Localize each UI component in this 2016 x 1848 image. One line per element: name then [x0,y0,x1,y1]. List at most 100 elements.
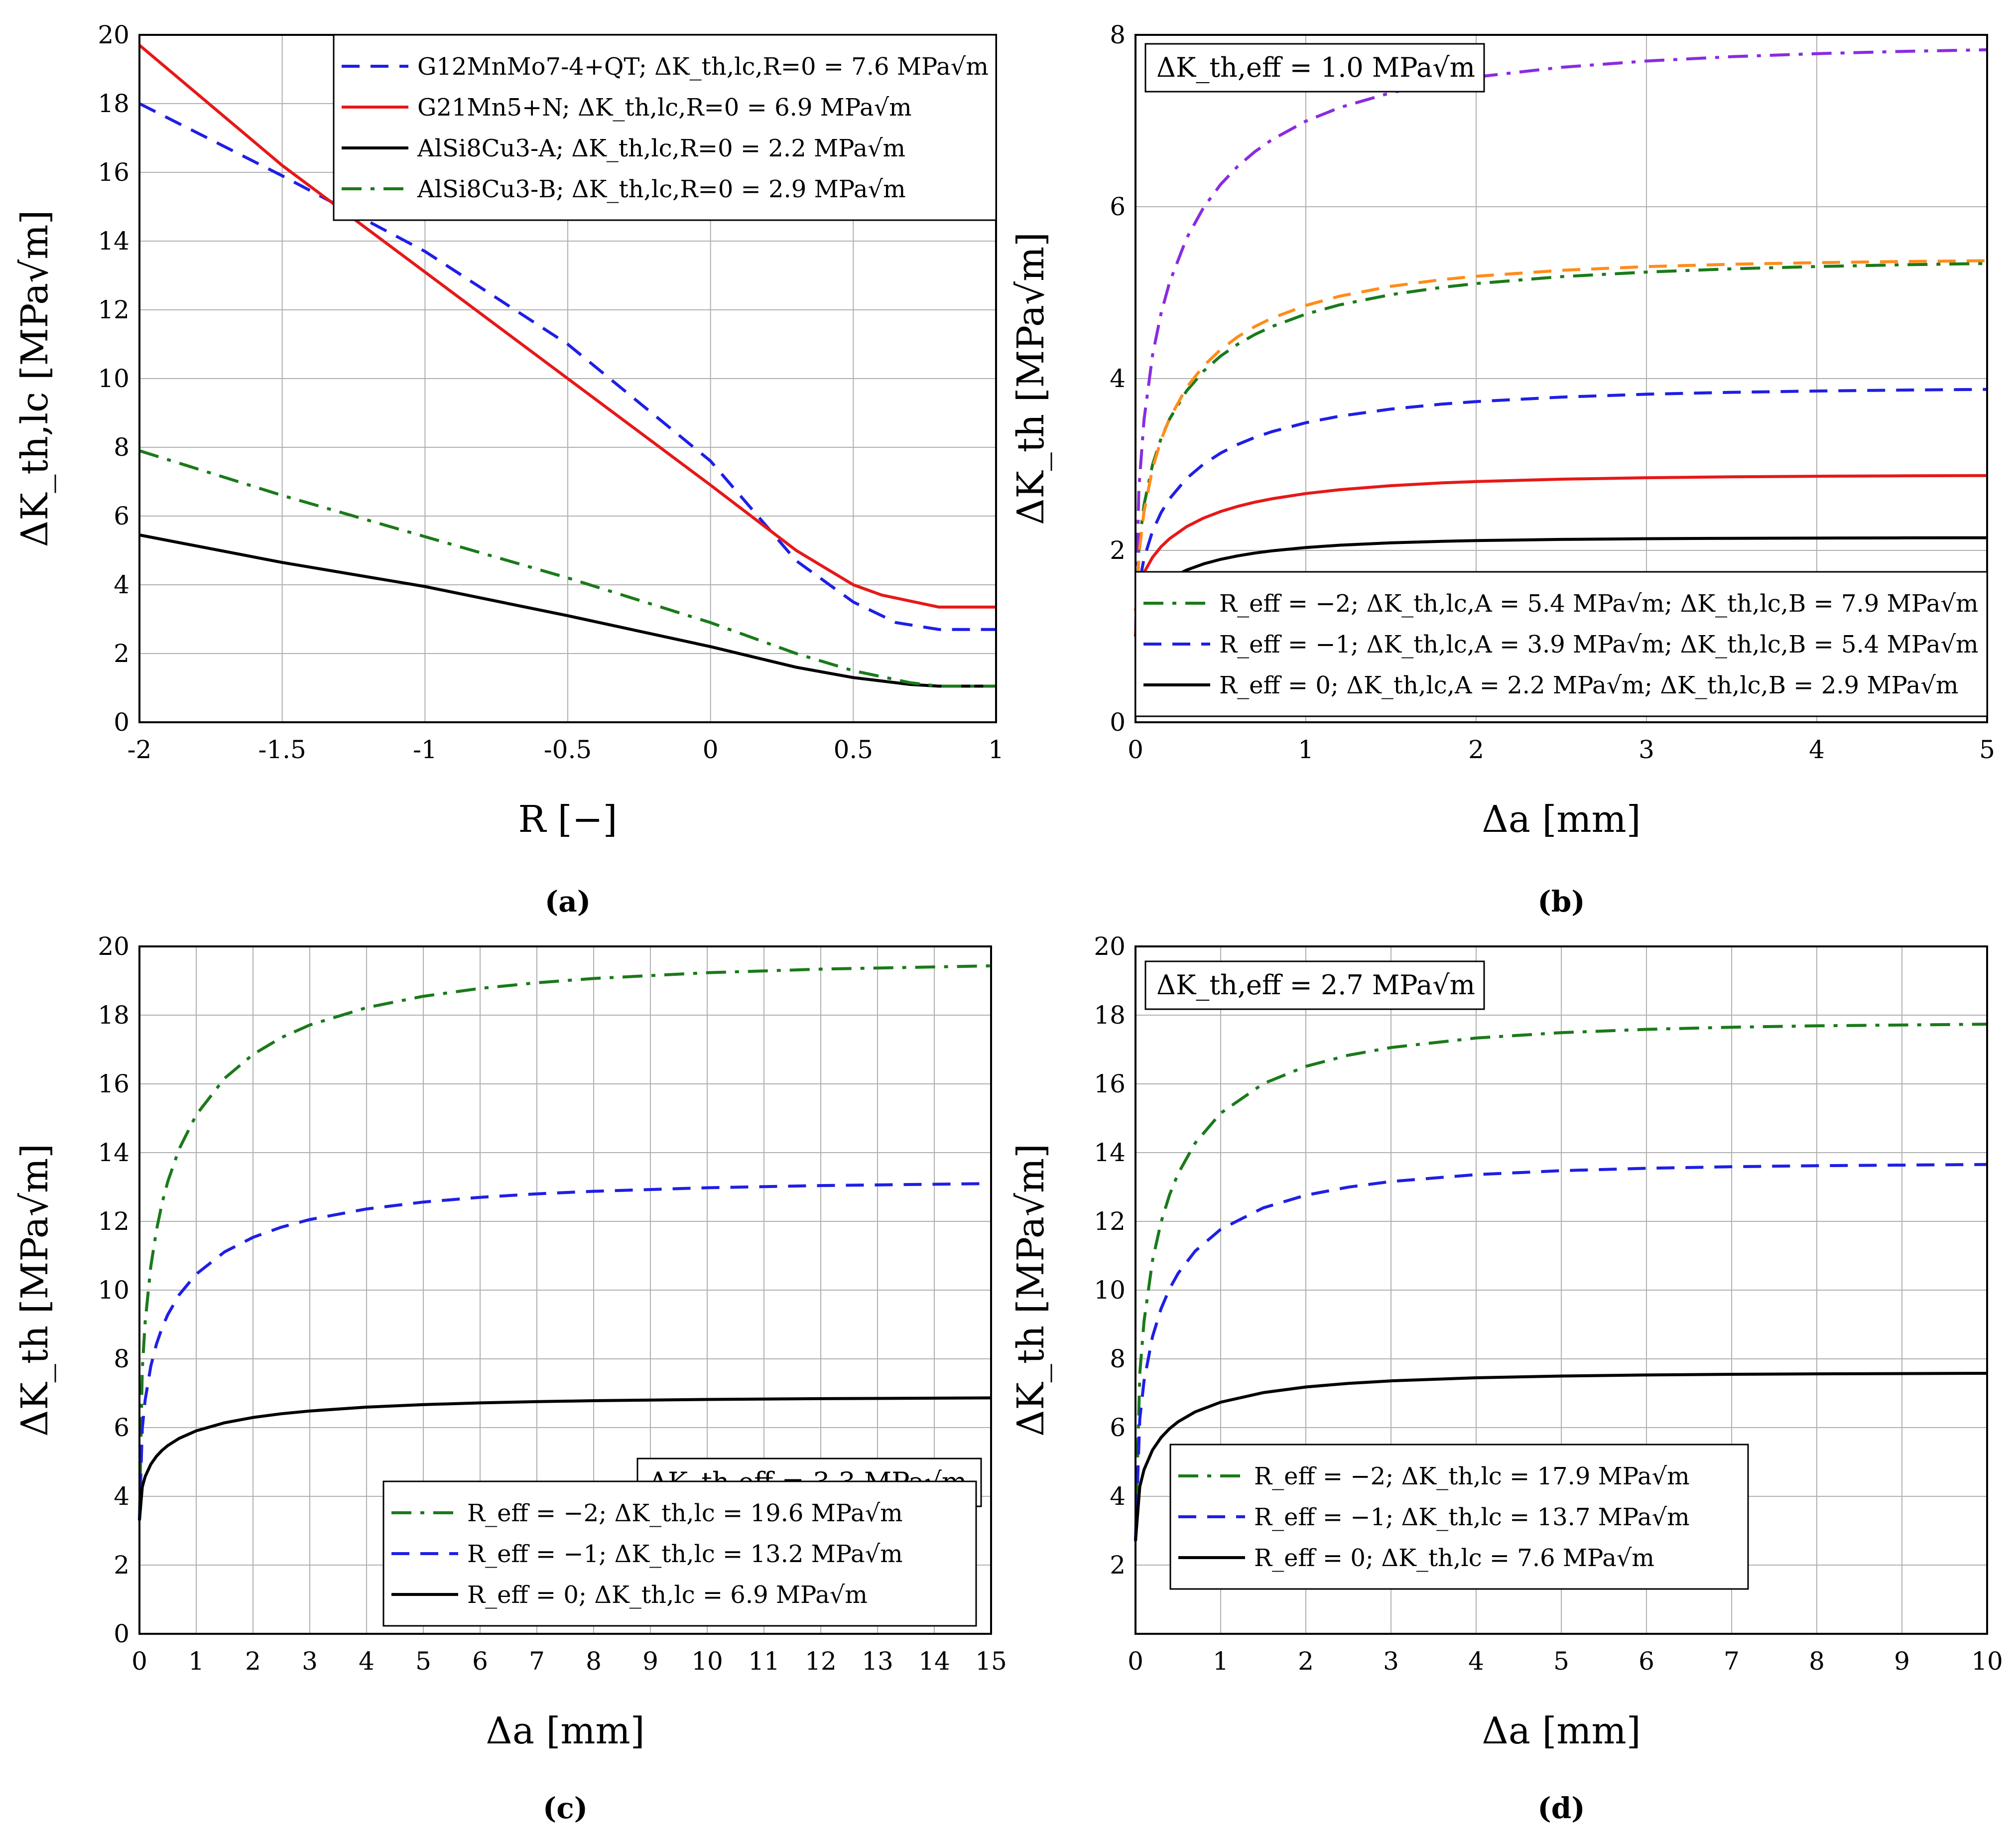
x-tick-label: 9 [642,1647,658,1676]
y-tick-label: 4 [114,1482,129,1511]
series-line-3 [1134,388,1988,637]
legend-label: R_eff = −1; ΔK_th,lc = 13.2 MPa√m [467,1540,903,1568]
y-tick-label: 4 [1110,1482,1126,1511]
x-tick-label: 1 [1298,735,1314,764]
y-tick-label: 6 [1110,1413,1126,1442]
y-tick-label: 2 [114,639,129,668]
panel-label-c: (c) [543,1791,588,1825]
series-line-2 [1134,48,1988,637]
legend-label: R_eff = −2; ΔK_th,lc = 19.6 MPa√m [467,1499,903,1527]
x-tick-label: 1 [1213,1647,1229,1676]
y-tick-label: 2 [1110,536,1126,565]
series-line-3 [139,533,996,688]
x-tick-label: 5 [415,1647,431,1676]
legend-label: R_eff = 0; ΔK_th,lc = 7.6 MPa√m [1254,1544,1654,1572]
legend: G12MnMo7-4+QT; ΔK_th,lc,R=0 = 7.6 MPa√m G… [333,34,997,221]
y-tick-label: 8 [1110,1344,1126,1373]
y-tick-label: 18 [1094,1001,1126,1030]
x-tick-label: 0.5 [834,735,874,764]
x-tick-label: 14 [918,1647,950,1676]
series-line-3 [1134,1372,1988,1541]
x-tick-label: 7 [1724,1647,1740,1676]
x-tick-label: 4 [1809,735,1825,764]
x-tick-label: 2 [245,1647,261,1676]
y-tick-label: 10 [98,364,129,393]
legend-label: R_eff = −2; ΔK_th,lc = 17.9 MPa√m [1254,1462,1690,1490]
y-axis-title: ΔK_th [MPa√m] [1009,232,1052,525]
x-tick-label: 3 [1383,1647,1399,1676]
series-line-4 [139,449,996,688]
x-tick-label: 0 [1128,1647,1143,1676]
series-line-2 [138,1182,992,1521]
series-line-1 [1134,262,1988,637]
x-tick-label: 2 [1298,1647,1314,1676]
y-tick-label: 20 [98,20,129,49]
legend-label: G21Mn5+N; ΔK_th,lc,R=0 = 6.9 MPa√m [417,94,912,122]
y-tick-label: 18 [98,89,129,118]
legend-label: AlSi8Cu3-B; ΔK_th,lc,R=0 = 2.9 MPa√m [417,175,906,203]
y-tick-label: 10 [98,1276,129,1305]
annotation-text: ΔK_th,eff = 1.0 MPa√m [1156,52,1475,83]
plot-frame [1134,34,1988,723]
x-tick-label: -1.5 [258,735,306,764]
y-tick-label: 6 [1110,192,1126,221]
x-tick-label: 10 [691,1647,723,1676]
y-tick-label: 4 [114,570,129,599]
legend-label: R_eff = −1; ΔK_th,lc = 13.7 MPa√m [1254,1503,1690,1531]
series-line-2 [1134,1163,1988,1541]
x-tick-label: 3 [302,1647,318,1676]
x-axis-title: Δa [mm] [1482,1710,1640,1752]
y-axis-title: ΔK_th [MPa√m] [1009,1144,1052,1437]
y-tick-label: 8 [114,433,129,462]
y-tick-label: 12 [98,1207,129,1236]
legend-frame [1134,571,1988,717]
x-tick-label: 2 [1468,735,1484,764]
y-tick-label: 6 [114,1413,129,1442]
x-tick-label: 1 [988,735,1004,764]
x-tick-label: 7 [529,1647,545,1676]
x-tick-label: 12 [805,1647,837,1676]
x-tick-label: 11 [748,1647,780,1676]
y-tick-label: 20 [1094,932,1126,961]
legend: R_eff = −2; ΔK_th,lc,A = 5.4 MPa√m; ΔK_t… [1134,571,1988,717]
plot-frame [138,945,992,1635]
legend-label: R_eff = −1; ΔK_th,lc,A = 3.9 MPa√m; ΔK_t… [1219,631,1979,659]
legend-label: AlSi8Cu3-A; ΔK_th,lc,R=0 = 2.2 MPa√m [417,134,905,162]
y-tick-label: 0 [114,1619,129,1648]
y-tick-label: 8 [114,1344,129,1373]
annotation-text: ΔK_th,eff = 2.7 MPa√m [1156,969,1475,1001]
y-tick-label: 6 [114,502,129,530]
x-tick-label: 9 [1894,1647,1910,1676]
panel-label-d: (d) [1537,1791,1585,1825]
x-tick-label: -0.5 [544,735,592,764]
legend: R_eff = −2; ΔK_th,lc = 17.9 MPa√m R_eff =… [1169,1444,1749,1590]
y-tick-label: 14 [98,1138,129,1167]
legend-frame [1169,1444,1749,1590]
y-tick-label: 2 [1110,1551,1126,1580]
x-tick-label: 5 [1979,735,1995,764]
x-tick-label: 4 [1468,1647,1484,1676]
legend-label: R_eff = 0; ΔK_th,lc = 6.9 MPa√m [467,1581,868,1609]
x-tick-label: 15 [975,1647,1007,1676]
legend-frame [382,1480,977,1627]
series-line-1 [1134,1023,1988,1541]
y-tick-label: 12 [98,295,129,324]
legend-label: R_eff = −2; ΔK_th,lc,A = 5.4 MPa√m; ΔK_t… [1219,590,1979,618]
y-tick-label: 16 [98,1069,129,1098]
y-tick-label: 2 [114,1551,129,1580]
y-tick-label: 14 [98,227,129,256]
y-tick-label: 16 [98,158,129,187]
y-tick-label: 14 [1094,1138,1126,1167]
x-tick-label: 1 [188,1647,204,1676]
x-tick-label: 6 [472,1647,488,1676]
legend: R_eff = −2; ΔK_th,lc = 19.6 MPa√m R_eff =… [382,1480,977,1627]
y-tick-label: 10 [1094,1276,1126,1305]
x-axis-title: R [−] [518,798,618,841]
series-line-3 [138,1396,992,1521]
panel-label-a: (a) [545,885,591,919]
x-tick-label: 13 [862,1647,893,1676]
y-tick-label: 4 [1110,364,1126,393]
